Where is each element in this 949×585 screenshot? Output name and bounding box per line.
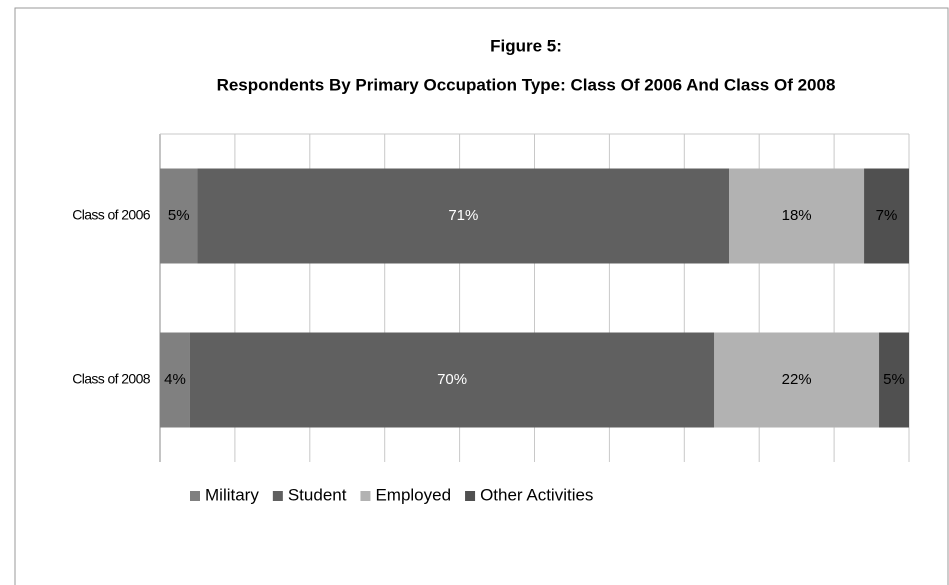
bar-segment xyxy=(729,168,865,264)
y-tick-label: Class of 2008 xyxy=(72,371,151,387)
bars xyxy=(160,168,909,428)
chart-frame xyxy=(14,7,949,585)
legend: Military Student Employed Other Activities xyxy=(190,485,593,504)
data-label: 71% xyxy=(448,207,478,224)
data-label: 4% xyxy=(164,371,186,388)
legend-swatch xyxy=(360,491,371,501)
data-label: 22% xyxy=(782,371,812,388)
data-label: 70% xyxy=(437,371,467,388)
data-label: 5% xyxy=(168,207,190,224)
labels: Class of 2006 5% 71% 18% 7% Class of 2008 4% 70… xyxy=(72,207,905,388)
y-tick-label: Class of 2006 xyxy=(72,207,151,223)
legend-label: Employed xyxy=(375,485,451,504)
data-label: 7% xyxy=(876,207,898,224)
bar-segment xyxy=(189,332,715,428)
legend-swatch xyxy=(465,491,476,501)
legend-label: Student xyxy=(288,485,347,504)
legend-swatch xyxy=(190,491,200,501)
chart-title: Figure 5: xyxy=(490,36,562,55)
legend-label: Military xyxy=(205,485,259,504)
bar-segment xyxy=(160,332,190,428)
bar-segment xyxy=(864,168,909,264)
bar-segment xyxy=(197,168,730,264)
bar-segment xyxy=(879,332,909,428)
data-label: 5% xyxy=(883,371,905,388)
legend-label: Other Activities xyxy=(480,485,593,504)
data-label: 18% xyxy=(782,207,812,224)
bar-segment xyxy=(160,168,198,264)
bar-segment xyxy=(714,332,880,428)
chart-subtitle: Respondents By Primary Occupation Type: … xyxy=(217,75,836,94)
legend-swatch xyxy=(272,491,283,501)
